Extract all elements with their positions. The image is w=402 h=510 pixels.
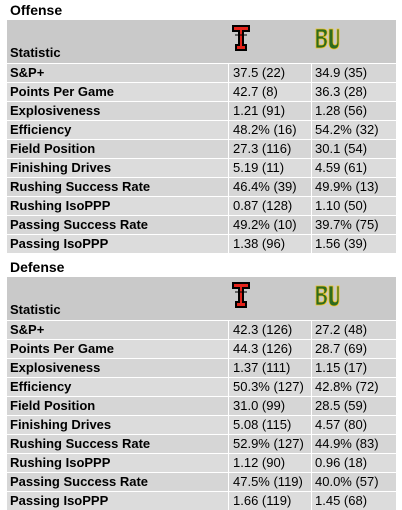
offense-header-row: Statistic (7, 20, 396, 63)
texas-tech-value: 42.7 (8) (228, 83, 316, 101)
texas-tech-value: 52.9% (127) (228, 435, 316, 453)
table-row: Points Per Game 44.3 (126) 28.7 (69) (7, 339, 396, 358)
texas-tech-value: 44.3 (126) (228, 340, 316, 358)
stat-name: Rushing IsoPPP (10, 455, 111, 470)
baylor-value: 1.15 (17) (311, 359, 397, 377)
texas-tech-value: 1.66 (119) (228, 492, 316, 510)
baylor-value: 34.9 (35) (311, 64, 397, 82)
stat-name: S&P+ (10, 65, 45, 80)
texas-tech-value: 37.5 (22) (228, 64, 316, 82)
baylor-logo-icon (315, 28, 340, 50)
texas-tech-value: 27.3 (116) (228, 140, 316, 158)
stat-name: Passing Success Rate (10, 474, 149, 489)
defense-statistic-header: Statistic (10, 302, 61, 317)
stat-name: Points Per Game (10, 84, 115, 99)
stat-name: Rushing Success Rate (10, 179, 151, 194)
baylor-value: 1.56 (39) (311, 235, 397, 253)
table-row: Explosiveness 1.21 (91) 1.28 (56) (7, 101, 396, 120)
table-row: Passing Success Rate 49.2% (10) 39.7% (75) (7, 215, 396, 234)
texas-tech-value: 1.12 (90) (228, 454, 316, 472)
baylor-value: 4.59 (61) (311, 159, 397, 177)
table-row: Efficiency 50.3% (127) 42.8% (72) (7, 377, 396, 396)
offense-table: Statistic S&P+ 37.5 (22) 34.9 (35) Points P… (7, 20, 396, 253)
stat-name: Explosiveness (10, 360, 101, 375)
baylor-logo-icon (315, 285, 340, 307)
baylor-value: 0.96 (18) (311, 454, 397, 472)
texas-tech-value: 46.4% (39) (228, 178, 316, 196)
stat-name: Rushing Success Rate (10, 436, 151, 451)
texas-tech-value: 0.87 (128) (228, 197, 316, 215)
baylor-value: 28.7 (69) (311, 340, 397, 358)
texas-tech-logo-icon (232, 25, 250, 51)
table-row: Efficiency 48.2% (16) 54.2% (32) (7, 120, 396, 139)
baylor-value: 30.1 (54) (311, 140, 397, 158)
baylor-value: 27.2 (48) (311, 321, 397, 339)
stat-name: Passing IsoPPP (10, 236, 109, 251)
stat-name: Points Per Game (10, 341, 115, 356)
texas-tech-value: 48.2% (16) (228, 121, 316, 139)
defense-rows: S&P+ 42.3 (126) 27.2 (48) Points Per Game 44… (7, 320, 396, 510)
texas-tech-value: 1.38 (96) (228, 235, 316, 253)
baylor-value: 42.8% (72) (311, 378, 397, 396)
stat-name: Passing IsoPPP (10, 493, 109, 508)
table-row: Points Per Game 42.7 (8) 36.3 (28) (7, 82, 396, 101)
stat-name: Field Position (10, 141, 96, 156)
baylor-value: 1.28 (56) (311, 102, 397, 120)
texas-tech-value: 5.19 (11) (228, 159, 316, 177)
table-row: Passing IsoPPP 1.38 (96) 1.56 (39) (7, 234, 396, 253)
stat-name: Explosiveness (10, 103, 101, 118)
table-row: Rushing Success Rate 52.9% (127) 44.9% (83… (7, 434, 396, 453)
stat-name: Rushing IsoPPP (10, 198, 111, 213)
baylor-value: 44.9% (83) (311, 435, 397, 453)
texas-tech-value: 1.37 (111) (228, 359, 316, 377)
baylor-value: 4.57 (80) (311, 416, 397, 434)
table-row: Finishing Drives 5.08 (115) 4.57 (80) (7, 415, 396, 434)
stat-name: S&P+ (10, 322, 45, 337)
stat-name: Efficiency (10, 379, 72, 394)
table-row: Field Position 31.0 (99) 28.5 (59) (7, 396, 396, 415)
table-row: Explosiveness 1.37 (111) 1.15 (17) (7, 358, 396, 377)
baylor-value: 40.0% (57) (311, 473, 397, 491)
table-row: S&P+ 37.5 (22) 34.9 (35) (7, 63, 396, 82)
offense-statistic-header: Statistic (10, 45, 61, 60)
defense-header-row: Statistic (7, 277, 396, 320)
table-row: Rushing IsoPPP 0.87 (128) 1.10 (50) (7, 196, 396, 215)
table-row: Passing Success Rate 47.5% (119) 40.0% (57… (7, 472, 396, 491)
stat-name: Passing Success Rate (10, 217, 149, 232)
defense-title: Defense (10, 259, 65, 275)
texas-tech-value: 5.08 (115) (228, 416, 316, 434)
offense-rows: S&P+ 37.5 (22) 34.9 (35) Points Per Game 42.… (7, 63, 396, 253)
baylor-value: 54.2% (32) (311, 121, 397, 139)
table-row: Field Position 27.3 (116) 30.1 (54) (7, 139, 396, 158)
texas-tech-value: 1.21 (91) (228, 102, 316, 120)
baylor-value: 39.7% (75) (311, 216, 397, 234)
baylor-value: 49.9% (13) (311, 178, 397, 196)
baylor-value: 36.3 (28) (311, 83, 397, 101)
texas-tech-value: 42.3 (126) (228, 321, 316, 339)
table-row: Passing IsoPPP 1.66 (119) 1.45 (68) (7, 491, 396, 510)
table-row: Rushing Success Rate 46.4% (39) 49.9% (13) (7, 177, 396, 196)
stat-name: Efficiency (10, 122, 72, 137)
defense-table: Statistic S&P+ 42.3 (126) 27.2 (48) Points … (7, 277, 396, 510)
table-row: Rushing IsoPPP 1.12 (90) 0.96 (18) (7, 453, 396, 472)
texas-tech-value: 50.3% (127) (228, 378, 316, 396)
texas-tech-value: 49.2% (10) (228, 216, 316, 234)
offense-title: Offense (10, 2, 63, 18)
stat-name: Finishing Drives (10, 417, 112, 432)
table-row: S&P+ 42.3 (126) 27.2 (48) (7, 320, 396, 339)
texas-tech-value: 47.5% (119) (228, 473, 316, 491)
baylor-value: 28.5 (59) (311, 397, 397, 415)
stat-name: Finishing Drives (10, 160, 112, 175)
texas-tech-value: 31.0 (99) (228, 397, 316, 415)
texas-tech-logo-icon (232, 282, 250, 308)
baylor-value: 1.45 (68) (311, 492, 397, 510)
table-row: Finishing Drives 5.19 (11) 4.59 (61) (7, 158, 396, 177)
baylor-value: 1.10 (50) (311, 197, 397, 215)
stat-name: Field Position (10, 398, 96, 413)
